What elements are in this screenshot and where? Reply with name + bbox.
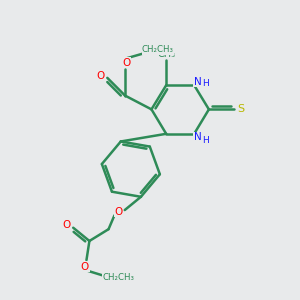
Text: CH₂CH₃: CH₂CH₃ [142,45,174,54]
Text: O: O [97,71,105,81]
Text: N: N [194,132,202,142]
Text: S: S [237,104,244,114]
Text: H: H [202,136,209,145]
Text: O: O [114,206,122,217]
Text: O: O [81,262,89,272]
Text: CH₂CH₃: CH₂CH₃ [103,273,135,282]
Text: H: H [202,79,209,88]
Text: N: N [194,77,202,87]
Text: O: O [63,220,71,230]
Text: CH₃: CH₃ [157,49,175,59]
Text: O: O [122,58,130,68]
